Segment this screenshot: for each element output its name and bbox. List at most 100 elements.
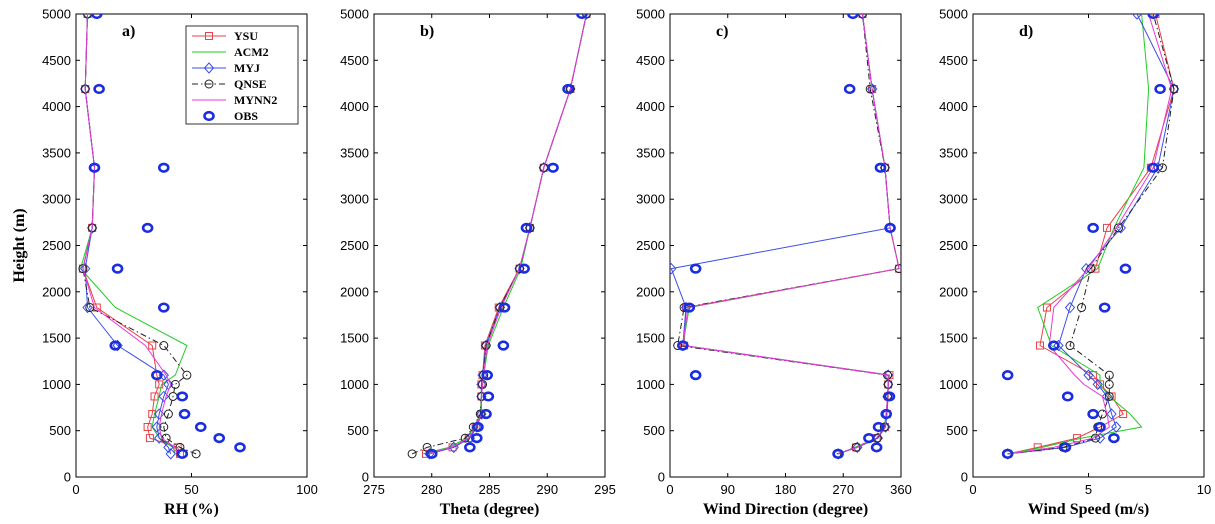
- series-ysu-line: [82, 14, 181, 455]
- series-qnse-point: [182, 370, 192, 380]
- series-obs-point: [518, 263, 530, 274]
- series-obs-point: [884, 222, 896, 234]
- series-myj-point: [480, 339, 492, 352]
- series-obs-point: [689, 370, 702, 381]
- series-obs-point: [870, 442, 883, 453]
- series-obs-point: [832, 448, 844, 459]
- series-qnse-point: [1065, 341, 1075, 351]
- series-obs-point: [874, 162, 887, 173]
- series-qnse-point: [582, 14, 592, 19]
- panel-label: c): [716, 23, 728, 40]
- panel-3: 0 500 1000 1500 2000 2500 3000 3500 4000 4500 5000…: [939, 7, 1211, 519]
- series-obs-point: [1094, 421, 1106, 433]
- series-obs-point: [847, 14, 859, 20]
- series-obs-point: [425, 448, 438, 459]
- series-group: [670, 14, 901, 460]
- series-qnse-point: [1077, 303, 1087, 313]
- y-tick-label: 3500: [42, 145, 71, 160]
- series-ysu-line: [683, 14, 900, 455]
- legend-label-acm2: ACM2: [234, 45, 269, 59]
- panel-label: a): [122, 23, 135, 40]
- series-obs-point: [576, 14, 588, 20]
- series-obs-point: [176, 448, 189, 459]
- series-myj-point: [80, 83, 91, 95]
- x-tick-label: 10: [1197, 482, 1211, 497]
- legend-marker-ysu: [205, 32, 213, 40]
- series-obs-point: [234, 442, 246, 453]
- series-obs-point: [109, 340, 122, 351]
- series-obs-point: [843, 83, 856, 95]
- x-axis-label: RH (%): [164, 501, 219, 518]
- y-axis-label: Height (m): [11, 208, 28, 282]
- series-obs-point: [1147, 14, 1159, 20]
- series-obs-point: [1048, 340, 1060, 351]
- series-myj-line: [1007, 14, 1175, 455]
- series-qnse-point: [85, 303, 95, 313]
- series-obs-point: [88, 162, 101, 173]
- axes-box: [972, 13, 1205, 478]
- series-ysu-point: [148, 410, 157, 419]
- series-myj-point: [1083, 369, 1094, 381]
- x-tick-label: 100: [296, 482, 318, 497]
- series-obs-point: [562, 83, 574, 95]
- legend-label-obs: OBS: [234, 109, 258, 123]
- series-qnse-point: [1169, 84, 1179, 94]
- series-obs-point: [498, 302, 511, 313]
- y-tick-label: 1500: [42, 331, 71, 346]
- y-tick-label: 2000: [42, 284, 71, 299]
- series-qnse-point: [883, 370, 893, 380]
- y-tick-label: 3500: [340, 145, 369, 160]
- x-tick-label: 90: [721, 482, 735, 497]
- y-tick-label: 1000: [42, 377, 71, 392]
- series-qnse-line: [411, 14, 587, 455]
- y-tick-label: 3500: [636, 145, 665, 160]
- x-tick-label: 0: [666, 482, 673, 497]
- legend-label-mynn2: MYNN2: [234, 93, 277, 107]
- series-ysu-line: [425, 14, 587, 455]
- series-ysu-point: [155, 380, 164, 389]
- series-obs-point: [1147, 162, 1159, 173]
- series-myj-point: [86, 222, 98, 234]
- series-mynn2-line: [682, 14, 900, 455]
- y-tick-label: 1500: [636, 331, 665, 346]
- series-qnse-point: [407, 449, 417, 459]
- y-tick-label: 0: [658, 470, 665, 485]
- series-qnse-point: [1104, 379, 1114, 389]
- x-axis-label: Wind Direction (degree): [703, 501, 868, 518]
- x-tick-label: 0: [72, 482, 79, 497]
- y-tick-label: 5000: [636, 7, 665, 22]
- y-tick-label: 4500: [42, 53, 71, 68]
- series-obs-point: [497, 340, 510, 351]
- series-myj-point: [857, 14, 868, 20]
- series-mynn2-line: [426, 14, 587, 455]
- y-tick-label: 3000: [939, 192, 968, 207]
- series-obs-point: [157, 302, 170, 313]
- y-tick-label: 3000: [340, 192, 369, 207]
- y-tick-label: 2000: [939, 284, 968, 299]
- series-ysu-point: [1091, 264, 1100, 273]
- series-obs-point: [1119, 263, 1132, 274]
- series-qnse-point: [159, 341, 169, 351]
- series-ysu-point: [148, 341, 157, 350]
- series-obs-point: [1059, 442, 1072, 453]
- y-tick-label: 2500: [340, 238, 369, 253]
- series-acm2-line: [1007, 14, 1150, 455]
- series-obs-point: [482, 391, 495, 402]
- y-tick-label: 500: [643, 423, 665, 438]
- series-myj-point: [1115, 222, 1127, 234]
- y-tick-label: 1000: [939, 377, 968, 392]
- series-obs-point: [880, 408, 893, 420]
- series-qnse-point: [1097, 409, 1107, 419]
- series-myj-point: [1152, 161, 1163, 174]
- series-group: [78, 14, 246, 460]
- y-tick-label: 1500: [939, 331, 968, 346]
- y-tick-label: 4000: [340, 99, 369, 114]
- y-tick-label: 500: [946, 423, 968, 438]
- y-tick-label: 4000: [42, 99, 71, 114]
- series-obs-point: [141, 222, 154, 234]
- series-obs-point: [863, 433, 875, 444]
- series-qnse-point: [1104, 370, 1114, 380]
- series-myj-point: [670, 262, 677, 275]
- series-obs-point: [480, 408, 492, 420]
- series-obs-point: [90, 14, 103, 20]
